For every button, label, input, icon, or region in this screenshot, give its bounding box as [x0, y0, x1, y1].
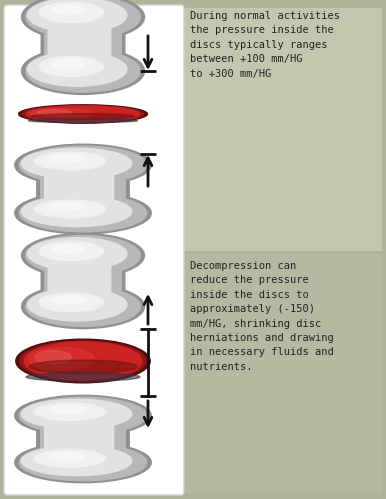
Ellipse shape	[27, 238, 127, 270]
Ellipse shape	[52, 295, 85, 304]
Bar	[183, 8, 381, 250]
FancyBboxPatch shape	[4, 5, 184, 495]
Ellipse shape	[30, 108, 94, 118]
FancyBboxPatch shape	[45, 24, 121, 64]
FancyBboxPatch shape	[41, 171, 125, 207]
Ellipse shape	[49, 406, 86, 413]
FancyBboxPatch shape	[37, 169, 129, 209]
Ellipse shape	[52, 5, 85, 14]
Ellipse shape	[37, 110, 71, 115]
FancyBboxPatch shape	[45, 173, 113, 205]
Ellipse shape	[52, 245, 85, 253]
FancyBboxPatch shape	[41, 260, 125, 302]
FancyBboxPatch shape	[41, 22, 125, 66]
Ellipse shape	[35, 351, 71, 364]
Ellipse shape	[23, 106, 143, 122]
Ellipse shape	[15, 442, 151, 483]
FancyBboxPatch shape	[45, 424, 113, 454]
Ellipse shape	[29, 119, 138, 122]
Ellipse shape	[49, 452, 86, 460]
Ellipse shape	[34, 200, 106, 218]
Ellipse shape	[21, 446, 132, 476]
Ellipse shape	[19, 444, 147, 481]
FancyBboxPatch shape	[41, 421, 125, 457]
Ellipse shape	[19, 194, 147, 232]
Ellipse shape	[26, 373, 140, 381]
Ellipse shape	[24, 342, 142, 380]
Ellipse shape	[22, 47, 144, 94]
FancyBboxPatch shape	[48, 264, 111, 297]
Ellipse shape	[39, 56, 103, 76]
Ellipse shape	[34, 403, 106, 420]
Ellipse shape	[20, 341, 146, 381]
Ellipse shape	[22, 284, 144, 329]
Ellipse shape	[19, 397, 147, 434]
FancyBboxPatch shape	[37, 420, 129, 458]
Ellipse shape	[27, 106, 139, 122]
Ellipse shape	[52, 59, 85, 68]
Ellipse shape	[19, 146, 147, 184]
Ellipse shape	[26, 286, 141, 326]
Ellipse shape	[29, 348, 95, 370]
Ellipse shape	[49, 203, 86, 211]
Ellipse shape	[27, 288, 127, 321]
Ellipse shape	[34, 450, 106, 467]
Ellipse shape	[26, 236, 141, 275]
Ellipse shape	[15, 395, 151, 436]
Ellipse shape	[39, 293, 103, 311]
Ellipse shape	[27, 52, 127, 86]
Ellipse shape	[39, 242, 103, 260]
Ellipse shape	[26, 50, 141, 92]
Ellipse shape	[31, 114, 135, 119]
Text: During normal activities
the pressure inside the
discs typically ranges
between : During normal activities the pressure in…	[190, 11, 340, 79]
Ellipse shape	[26, 0, 141, 38]
Ellipse shape	[21, 148, 132, 179]
Ellipse shape	[27, 0, 127, 32]
Ellipse shape	[29, 360, 137, 373]
Bar	[183, 254, 381, 492]
Ellipse shape	[21, 196, 132, 227]
Ellipse shape	[22, 0, 144, 40]
Ellipse shape	[19, 105, 147, 123]
Ellipse shape	[21, 399, 132, 429]
Ellipse shape	[15, 144, 151, 186]
FancyBboxPatch shape	[48, 27, 111, 61]
Ellipse shape	[49, 155, 86, 163]
Ellipse shape	[34, 152, 106, 170]
Text: Decompression can
reduce the pressure
inside the discs to
approximately (-150)
m: Decompression can reduce the pressure in…	[190, 261, 334, 372]
Ellipse shape	[15, 192, 151, 234]
Ellipse shape	[16, 339, 150, 383]
Ellipse shape	[22, 234, 144, 277]
FancyBboxPatch shape	[45, 262, 121, 300]
Ellipse shape	[39, 2, 103, 22]
